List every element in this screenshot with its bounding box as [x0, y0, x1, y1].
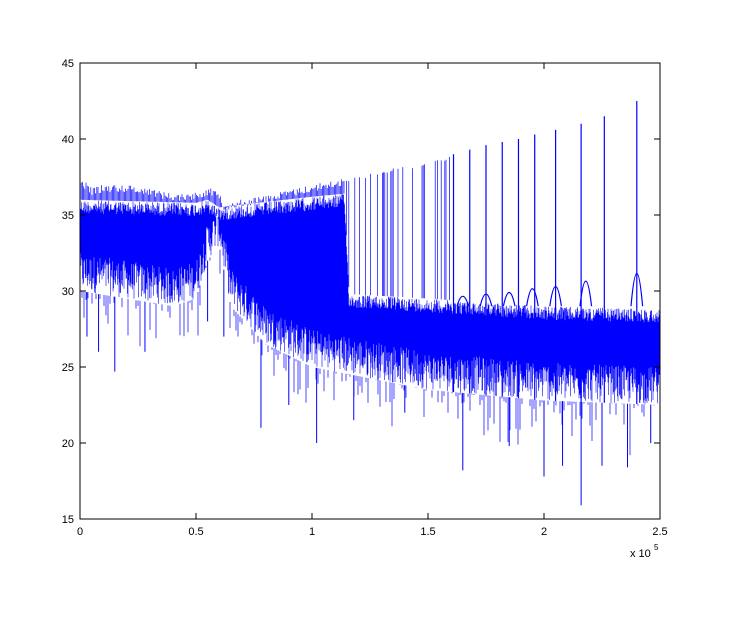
y-tick-label: 45	[62, 58, 74, 70]
series-lower-dips	[81, 249, 661, 456]
y-tick-label: 15	[62, 514, 74, 526]
axes: 0 0.5 1 1.5 2 2.5 15 20 25 30 35 40 45	[62, 58, 668, 538]
series-spike-base	[549, 285, 562, 307]
x-tick-label: 1	[309, 526, 315, 538]
x-tick-label: 2	[541, 526, 547, 538]
x-tick-label: 0	[77, 526, 83, 538]
series-spike-base	[479, 293, 493, 307]
x-tick-label: 2.5	[652, 526, 667, 538]
y-tick-label: 40	[62, 134, 74, 146]
series-spike-base	[526, 288, 539, 307]
x-axis-multiplier-exponent: 5	[654, 543, 659, 552]
y-tick-label: 35	[62, 210, 74, 222]
series-spike-base	[579, 280, 593, 307]
series-spike-base	[630, 272, 644, 307]
y-tick-label: 30	[62, 286, 74, 298]
x-tick-label: 1.5	[420, 526, 435, 538]
series-spike-base	[456, 295, 470, 307]
x-axis-multiplier: x 10	[630, 548, 651, 560]
y-tick-label: 25	[62, 362, 74, 374]
plot-area	[79, 101, 661, 506]
y-tick-label: 20	[62, 438, 74, 450]
x-tick-label: 0.5	[188, 526, 203, 538]
series-spike-base	[502, 291, 516, 307]
